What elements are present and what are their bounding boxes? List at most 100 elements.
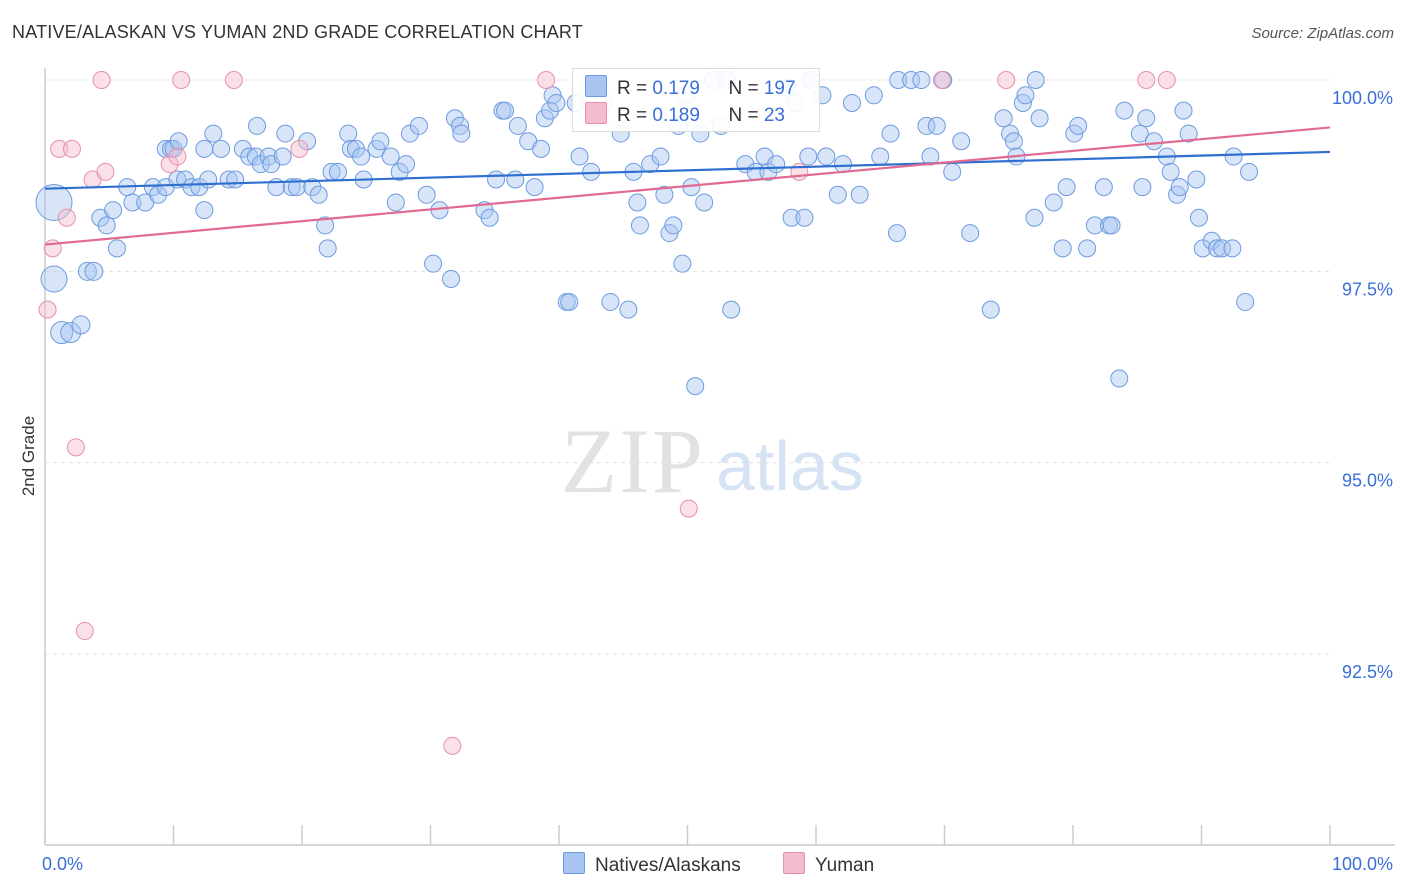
native-point bbox=[887, 224, 906, 243]
native-point bbox=[452, 124, 471, 143]
native-point bbox=[570, 147, 589, 166]
native-point bbox=[673, 254, 692, 273]
bottom-legend-swatch-natives bbox=[563, 852, 585, 874]
native-point bbox=[508, 116, 527, 135]
native-point bbox=[371, 132, 390, 151]
native-point bbox=[994, 109, 1013, 128]
y-tick-label: 92.5% bbox=[1342, 662, 1393, 682]
native-point bbox=[927, 116, 946, 135]
native-point bbox=[104, 201, 123, 220]
y-tick-label: 100.0% bbox=[1332, 88, 1393, 108]
native-point bbox=[1025, 208, 1044, 227]
native-point bbox=[1102, 216, 1121, 235]
native-point bbox=[35, 183, 73, 221]
native-point bbox=[943, 162, 962, 181]
legend-row-yuman: R = 0.189 N = 23 bbox=[585, 102, 785, 126]
native-point bbox=[1030, 109, 1049, 128]
native-point bbox=[525, 178, 544, 197]
native-point bbox=[424, 254, 443, 273]
native-point bbox=[961, 224, 980, 243]
native-point bbox=[619, 300, 638, 319]
watermark-zip: ZIP bbox=[561, 410, 705, 512]
native-point bbox=[1044, 193, 1063, 212]
yuman-point bbox=[997, 71, 1016, 89]
native-point bbox=[664, 216, 683, 235]
legend-r-label: R = bbox=[617, 105, 653, 126]
native-point bbox=[767, 155, 786, 174]
yuman-point bbox=[537, 71, 556, 89]
native-point bbox=[1078, 239, 1097, 258]
y-axis-label: 2nd Grade bbox=[19, 416, 38, 496]
yuman-point bbox=[57, 208, 76, 227]
yuman-point bbox=[96, 162, 115, 181]
native-point bbox=[952, 132, 971, 151]
native-point bbox=[381, 147, 400, 166]
native-point bbox=[309, 185, 328, 204]
native-point bbox=[651, 147, 670, 166]
native-point bbox=[442, 269, 461, 288]
legend-r-value: 0.189 bbox=[652, 105, 700, 126]
native-point bbox=[303, 178, 322, 197]
native-point bbox=[921, 147, 940, 166]
yuman-point bbox=[224, 71, 243, 89]
native-point bbox=[400, 124, 419, 143]
native-point bbox=[889, 71, 908, 89]
native-point bbox=[532, 139, 551, 158]
native-point bbox=[817, 147, 836, 166]
legend-r-value: 0.179 bbox=[652, 78, 700, 99]
native-point bbox=[204, 124, 223, 143]
native-point bbox=[686, 377, 705, 396]
native-point bbox=[850, 185, 869, 204]
native-point bbox=[1187, 170, 1206, 189]
native-point bbox=[397, 155, 416, 174]
yuman-point bbox=[168, 147, 187, 166]
native-point bbox=[1213, 239, 1232, 258]
native-point bbox=[506, 170, 525, 189]
native-point bbox=[1069, 116, 1088, 135]
native-point bbox=[1170, 178, 1189, 197]
native-point bbox=[226, 170, 245, 189]
legend-swatch-yuman bbox=[585, 102, 607, 124]
native-point bbox=[1133, 178, 1152, 197]
native-point bbox=[541, 101, 560, 120]
native-point bbox=[316, 216, 335, 235]
native-point bbox=[1189, 208, 1208, 227]
yuman-point bbox=[290, 139, 309, 158]
legend-swatch-natives bbox=[585, 75, 607, 97]
native-point bbox=[40, 265, 68, 293]
native-point bbox=[1110, 369, 1129, 388]
native-point bbox=[60, 322, 82, 344]
native-trend-line bbox=[44, 150, 1331, 190]
yuman-point bbox=[932, 71, 951, 89]
native-point bbox=[190, 178, 209, 197]
native-point bbox=[1115, 101, 1134, 120]
native-point bbox=[487, 170, 506, 189]
native-point bbox=[864, 86, 883, 105]
native-point bbox=[881, 124, 900, 143]
native-point bbox=[417, 185, 436, 204]
bottom-legend-swatch-yuman bbox=[783, 852, 805, 874]
native-point bbox=[722, 300, 741, 319]
yuman-point bbox=[66, 438, 85, 457]
native-point bbox=[199, 170, 218, 189]
yuman-point bbox=[38, 300, 57, 319]
bottom-legend-yuman: Yuman bbox=[783, 852, 874, 877]
native-point bbox=[917, 116, 936, 135]
native-point bbox=[282, 178, 301, 197]
native-point bbox=[981, 300, 1000, 319]
native-point bbox=[390, 162, 409, 181]
native-point bbox=[84, 261, 104, 281]
x-tick-label: 100.0% bbox=[1332, 854, 1393, 874]
yuman-trend-line bbox=[44, 126, 1331, 246]
legend-n-label: N = bbox=[728, 78, 764, 99]
y-tick-label: 97.5% bbox=[1342, 279, 1393, 299]
native-point bbox=[1094, 178, 1113, 197]
native-point bbox=[902, 71, 921, 89]
native-point bbox=[195, 139, 214, 158]
native-point bbox=[123, 193, 142, 212]
yuman-point bbox=[1137, 71, 1156, 89]
native-point bbox=[1057, 178, 1076, 197]
legend-n-value: 197 bbox=[763, 78, 796, 99]
native-point bbox=[195, 201, 214, 220]
native-point bbox=[1236, 292, 1255, 311]
